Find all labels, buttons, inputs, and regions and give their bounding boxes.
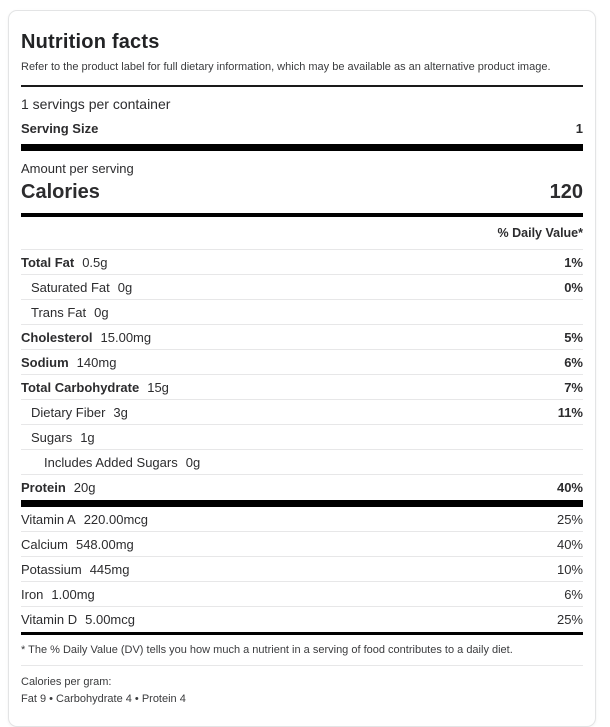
vitamin-name: Potassium <box>21 561 82 577</box>
section-bar <box>21 213 583 217</box>
calories-per-gram-value: Fat 9 • Carbohydrate 4 • Protein 4 <box>21 693 186 706</box>
calories-row: Calories 120 <box>21 176 583 213</box>
nutrient-name: Protein <box>21 480 66 495</box>
servings-per-container: 1 servings per container <box>21 96 171 112</box>
vitamin-amount: 548.00mg <box>75 536 134 552</box>
nutrient-daily-value: 7% <box>564 379 583 395</box>
nutrient-amount: 3g <box>113 404 128 420</box>
nutrient-row-saturated-fat: Saturated Fat 0g 0% <box>21 275 583 300</box>
nutrient-daily-value: 0% <box>564 279 583 295</box>
nutrient-row-added-sugars: Includes Added Sugars 0g <box>21 450 583 475</box>
vitamin-name: Calcium <box>21 536 68 552</box>
vitamin-row-iron: Iron 1.00mg 6% <box>21 582 583 607</box>
nutrient-amount: 15g <box>147 379 169 395</box>
nutrient-row-dietary-fiber: Dietary Fiber 3g 11% <box>21 400 583 425</box>
vitamin-daily-value: 10% <box>556 561 583 577</box>
vitamin-row-potassium: Potassium 445mg 10% <box>21 557 583 582</box>
calories-per-gram: Calories per gram: Fat 9 • Carbohydrate … <box>21 666 583 712</box>
nutrient-amount: 15.00mg <box>100 329 152 345</box>
daily-value-footnote: * The % Daily Value (DV) tells you how m… <box>21 635 583 666</box>
nutrient-amount: 0g <box>117 279 133 295</box>
nutrient-name: Sugars <box>31 429 73 445</box>
nutrient-name: Total Fat <box>21 254 75 270</box>
nutrient-daily-value: 6% <box>564 354 583 370</box>
nutrient-row-sodium: Sodium 140mg 6% <box>21 350 583 375</box>
nutrient-name: Sodium <box>21 354 69 370</box>
vitamin-amount: 5.00mcg <box>85 612 135 627</box>
nutrient-name: Trans Fat <box>31 304 87 320</box>
nutrition-facts-panel: Nutrition facts Refer to the product lab… <box>8 10 596 727</box>
vitamin-amount: 1.00mg <box>51 586 95 602</box>
calories-value: 120 <box>549 181 583 203</box>
nutrient-name: Dietary Fiber <box>31 404 106 420</box>
nutrient-name: Cholesterol <box>21 329 93 345</box>
panel-disclaimer: Refer to the product label for full diet… <box>21 61 551 73</box>
section-bar <box>21 500 583 507</box>
nutrient-name: Total Carbohydrate <box>21 379 140 395</box>
amount-per-serving-label: Amount per serving <box>21 161 134 176</box>
calories-label: Calories <box>21 181 100 203</box>
nutrient-daily-value: 40% <box>556 480 583 495</box>
nutrient-name: Includes Added Sugars <box>44 454 178 470</box>
vitamin-name: Vitamin A <box>21 511 76 527</box>
nutrient-row-total-fat: Total Fat 0.5g 1% <box>21 250 583 275</box>
vitamin-row-vitamin-d: Vitamin D 5.00mcg 25% <box>21 607 583 632</box>
nutrient-row-trans-fat: Trans Fat 0g <box>21 300 583 325</box>
serving-size-label: Serving Size <box>21 121 99 136</box>
section-bar <box>21 144 583 151</box>
nutrient-daily-value: 5% <box>564 329 583 345</box>
nutrient-amount: 0.5g <box>82 254 108 270</box>
top-divider <box>21 85 583 87</box>
nutrient-daily-value: 1% <box>564 254 583 270</box>
nutrient-amount: 140mg <box>76 354 117 370</box>
vitamin-name: Iron <box>21 586 44 602</box>
vitamin-daily-value: 6% <box>564 586 583 602</box>
vitamin-daily-value: 25% <box>556 612 583 627</box>
daily-value-header: % Daily Value* <box>21 217 583 250</box>
nutrient-row-cholesterol: Cholesterol 15.00mg 5% <box>21 325 583 350</box>
nutrient-amount: 1g <box>80 429 95 445</box>
nutrient-name: Saturated Fat <box>31 279 110 295</box>
nutrient-amount: 0g <box>94 304 109 320</box>
nutrient-amount: 0g <box>185 454 201 470</box>
panel-title: Nutrition facts <box>21 31 160 53</box>
nutrient-row-sugars: Sugars 1g <box>21 425 583 450</box>
nutrient-row-protein: Protein 20g 40% <box>21 475 583 500</box>
vitamin-daily-value: 25% <box>556 511 583 527</box>
nutrient-row-total-carbohydrate: Total Carbohydrate 15g 7% <box>21 375 583 400</box>
nutrient-amount: 20g <box>73 480 96 495</box>
serving-size-value: 1 <box>575 121 583 136</box>
serving-size-row: Serving Size 1 <box>21 117 583 144</box>
vitamin-amount: 445mg <box>89 561 130 577</box>
section-bar <box>21 632 583 635</box>
nutrient-daily-value: 11% <box>557 404 583 420</box>
vitamin-daily-value: 40% <box>556 536 583 552</box>
calories-per-gram-label: Calories per gram: <box>21 676 112 688</box>
vitamin-name: Vitamin D <box>21 612 78 627</box>
vitamin-amount: 220.00mcg <box>83 511 149 527</box>
vitamin-row-calcium: Calcium 548.00mg 40% <box>21 532 583 557</box>
vitamin-row-vitamin-a: Vitamin A 220.00mcg 25% <box>21 507 583 532</box>
